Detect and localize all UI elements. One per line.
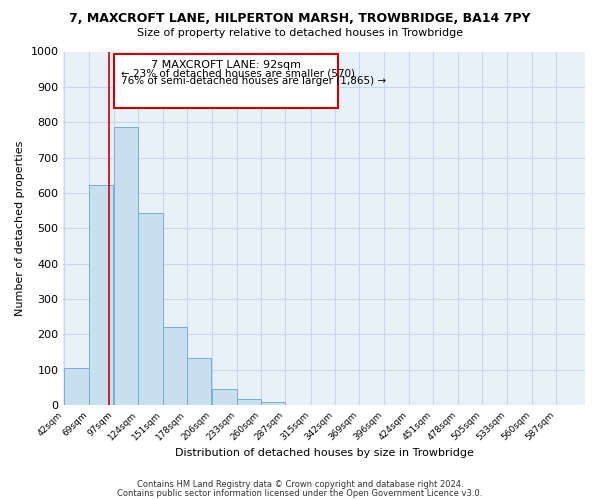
Y-axis label: Number of detached properties: Number of detached properties — [15, 140, 25, 316]
Text: 7 MAXCROFT LANE: 92sqm: 7 MAXCROFT LANE: 92sqm — [151, 60, 301, 70]
Text: 7, MAXCROFT LANE, HILPERTON MARSH, TROWBRIDGE, BA14 7PY: 7, MAXCROFT LANE, HILPERTON MARSH, TROWB… — [69, 12, 531, 26]
Text: Contains HM Land Registry data © Crown copyright and database right 2024.: Contains HM Land Registry data © Crown c… — [137, 480, 463, 489]
Bar — [139, 213, 163, 405]
X-axis label: Distribution of detached houses by size in Trowbridge: Distribution of detached houses by size … — [175, 448, 473, 458]
Bar — [261, 402, 286, 405]
Text: ← 23% of detached houses are smaller (570): ← 23% of detached houses are smaller (57… — [121, 68, 355, 78]
Bar — [212, 390, 236, 405]
Text: Contains public sector information licensed under the Open Government Licence v3: Contains public sector information licen… — [118, 488, 482, 498]
Bar — [114, 54, 338, 108]
Bar — [163, 327, 187, 405]
Text: Size of property relative to detached houses in Trowbridge: Size of property relative to detached ho… — [137, 28, 463, 38]
Bar — [64, 368, 89, 405]
Bar — [187, 358, 211, 405]
Bar — [114, 127, 139, 405]
Bar — [236, 398, 261, 405]
Text: 76% of semi-detached houses are larger (1,865) →: 76% of semi-detached houses are larger (… — [121, 76, 386, 86]
Bar — [89, 185, 113, 405]
